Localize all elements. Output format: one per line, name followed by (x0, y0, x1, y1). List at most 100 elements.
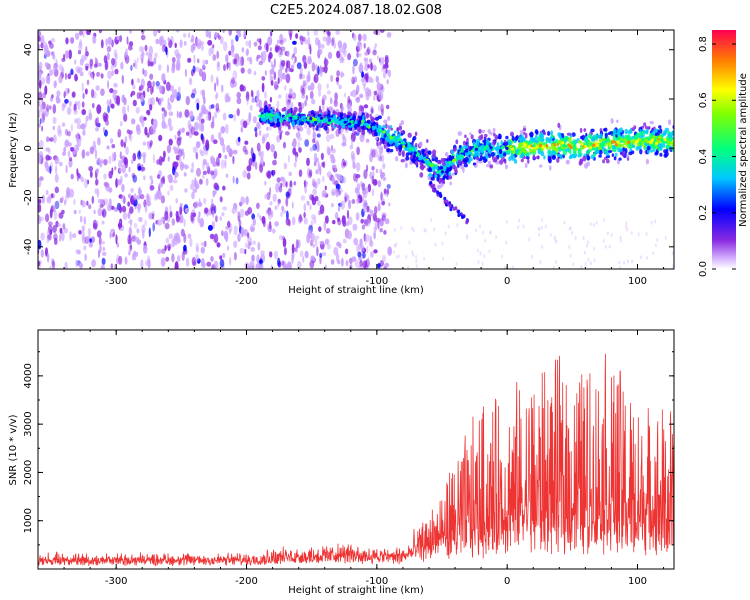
noise-cell (70, 173, 74, 180)
noise-cell (240, 67, 245, 74)
ridge-cell (510, 131, 514, 137)
ridge-cell (557, 153, 561, 158)
noise-cell (202, 262, 206, 269)
noise-cell (235, 177, 239, 185)
noise-cell (340, 71, 343, 79)
noise-cell (320, 43, 325, 49)
noise-cell (146, 109, 151, 115)
noise-cell (377, 263, 381, 269)
ridge-cell (527, 145, 531, 149)
ridge-cell (484, 158, 488, 162)
noise-cell (79, 71, 84, 77)
noise-cell (278, 49, 283, 58)
noise-cell (341, 215, 346, 225)
noise-cell (64, 199, 66, 206)
noise-cell (47, 156, 52, 161)
ridge-cell (455, 139, 459, 145)
noise-cell (183, 172, 187, 177)
ridge-cell (413, 154, 416, 159)
noise-cell (335, 188, 339, 198)
noise-cell (144, 219, 147, 226)
noise-cell (349, 145, 354, 150)
ridge-cell (559, 135, 562, 139)
noise-cell (270, 80, 274, 86)
noise-cell (69, 188, 75, 198)
noise-cell (100, 88, 105, 96)
noise-cell (650, 220, 653, 225)
noise-cell (210, 198, 214, 206)
noise-cell (55, 95, 60, 104)
noise-cell (103, 198, 109, 206)
noise-cell (136, 92, 141, 100)
noise-cell (65, 164, 68, 174)
noise-cell (368, 89, 372, 97)
noise-cell (646, 256, 649, 260)
ridge-cell (529, 131, 534, 138)
noise-cell (75, 259, 79, 267)
ridge-cell (509, 145, 513, 149)
noise-cell (215, 92, 219, 98)
noise-cell (108, 155, 112, 165)
noise-cell (305, 181, 308, 188)
ridge-cell (550, 144, 555, 148)
noise-cell (213, 139, 218, 144)
noise-cell (329, 133, 335, 140)
noise-cell (62, 151, 66, 156)
ridge-cell (591, 137, 595, 142)
ridge-cell (492, 127, 496, 134)
ridge-cell (499, 159, 504, 165)
spectrogram-x-label: Height of straight line (km) (288, 285, 424, 296)
ridge-cell (524, 132, 528, 139)
noise-cell (379, 220, 385, 227)
noise-cell (321, 102, 325, 113)
noise-cell (362, 260, 367, 269)
noise-cell (251, 254, 255, 262)
noise-cell (59, 233, 62, 242)
ridge-cell (558, 146, 562, 150)
noise-cell (228, 114, 234, 119)
noise-cell (111, 57, 115, 66)
noise-cell (260, 263, 264, 269)
noise-cell (627, 259, 629, 264)
noise-cell (191, 179, 194, 185)
ridge-cell (302, 115, 306, 119)
ridge-cell (323, 119, 327, 123)
noise-cell (223, 41, 228, 52)
noise-cell (168, 111, 174, 117)
branch-cell (436, 190, 440, 195)
noise-cell (408, 240, 411, 245)
ridge-cell (656, 139, 660, 143)
noise-cell (62, 223, 66, 230)
noise-cell (363, 169, 368, 180)
noise-cell (357, 52, 362, 58)
noise-cell (563, 220, 566, 225)
ridge-cell (505, 146, 509, 151)
noise-cell (61, 122, 66, 127)
noise-cell (233, 225, 238, 236)
noise-cell (593, 258, 596, 263)
noise-cell (99, 160, 103, 168)
noise-cell (236, 91, 241, 99)
ridge-cell (534, 145, 539, 149)
noise-cell (136, 239, 142, 245)
noise-cell (184, 109, 190, 118)
noise-cell (267, 210, 273, 220)
noise-cell (313, 160, 317, 167)
noise-cell (362, 33, 367, 42)
noise-cell (47, 251, 50, 260)
noise-cell (380, 191, 383, 202)
noise-cell (582, 236, 585, 241)
noise-cell (574, 236, 577, 241)
noise-cell (237, 32, 242, 38)
noise-cell (587, 257, 590, 262)
noise-cell (195, 66, 200, 72)
noise-cell (312, 130, 316, 140)
noise-cell (182, 151, 185, 160)
ridge-cell (608, 150, 613, 153)
noise-cell (342, 136, 347, 144)
noise-cell (176, 137, 182, 146)
noise-cell (39, 139, 44, 149)
noise-cell (319, 204, 325, 215)
ridge-cell (535, 130, 539, 135)
noise-cell (38, 30, 42, 37)
